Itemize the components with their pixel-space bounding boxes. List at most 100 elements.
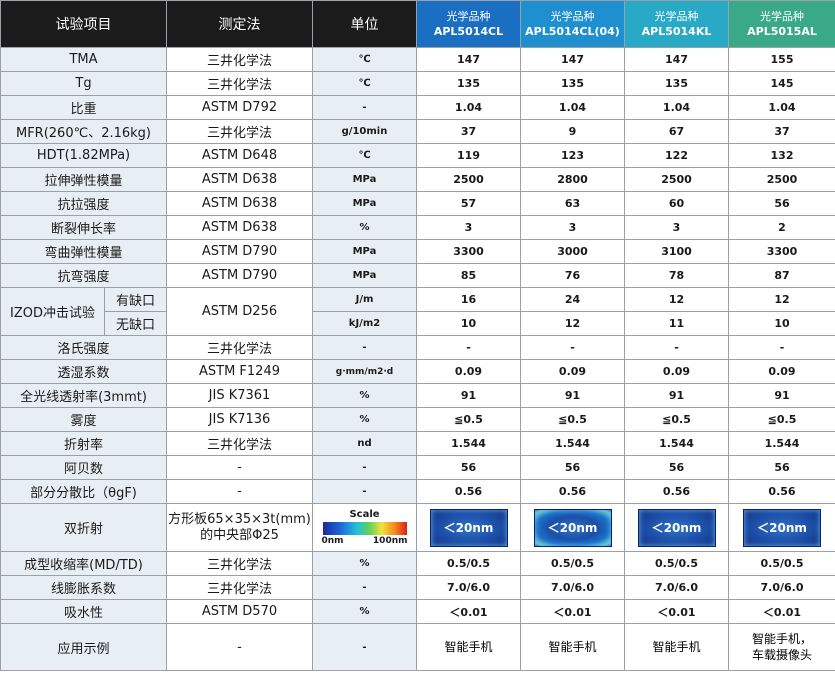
table-row: MFR(260℃、2.16kg) 三井化学法 g/10min 37 9 67 37: [0, 119, 835, 144]
row-unit: kJ/m2: [312, 311, 417, 336]
row-value: 37: [728, 119, 835, 144]
row-value: 1.04: [416, 95, 521, 120]
row-value: ＜0.01: [416, 599, 521, 624]
table-row: 线膨胀系数 三井化学法 -7.0/6.0 7.0/6.0 7.0/6.0 7.0/6.0: [0, 575, 835, 600]
row-value: 3300: [416, 239, 521, 264]
row-value: 147: [624, 47, 729, 72]
row-item: 拉伸弹性模量: [0, 167, 167, 192]
row-value: 76: [520, 263, 625, 288]
row-value: 60: [624, 191, 729, 216]
table-row: 成型收缩率(MD/TD) 三井化学法% 0.5/0.5 0.5/0.5 0.5/0.5 0…: [0, 551, 835, 576]
row-value: 智能手机， 车载摄像头: [728, 623, 835, 671]
row-unit: %: [312, 407, 417, 432]
row-value: 7.0/6.0: [416, 575, 521, 600]
row-item: MFR(260℃、2.16kg): [0, 119, 167, 144]
row-value: 135: [624, 71, 729, 96]
row-method: -: [166, 455, 313, 480]
izod-sub-unnotched: 无缺口: [104, 311, 167, 336]
row-method: ASTM D648: [166, 143, 313, 168]
row-value: 155: [728, 47, 835, 72]
row-unit: MPa: [312, 239, 417, 264]
row-unit: MPa: [312, 167, 417, 192]
row-value: ≦0.5: [624, 407, 729, 432]
header-grade-1: 光学品种 APL5014CL: [416, 0, 521, 48]
row-value: ＜0.01: [624, 599, 729, 624]
header-grade-3: 光学品种 APL5014KL: [624, 0, 729, 48]
row-value: 2500: [728, 167, 835, 192]
row-unit: g·mm/m2·d: [312, 359, 417, 384]
izod-item: IZOD冲击试验: [0, 287, 105, 336]
table-row: 雾度 JIS K7136% ≦0.5 ≦0.5 ≦0.5 ≦0.5: [0, 407, 835, 432]
row-value: 0.5/0.5: [520, 551, 625, 576]
row-value: 10: [416, 311, 521, 336]
row-value: 0.5/0.5: [416, 551, 521, 576]
row-item: 透湿系数: [0, 359, 167, 384]
row-value: ＜0.01: [728, 599, 835, 624]
row-value: 91: [624, 383, 729, 408]
row-value: 1.04: [520, 95, 625, 120]
row-method: 三井化学法: [166, 431, 313, 456]
table-row: 拉伸弹性模量 ASTM D638 MPa 2500 2800 2500 2500: [0, 167, 835, 192]
row-value: 122: [624, 143, 729, 168]
table-row: 阿贝数 - -56 56 56 56: [0, 455, 835, 480]
row-item: 成型收缩率(MD/TD): [0, 551, 167, 576]
table-row: HDT(1.82MPa) ASTM D648 ℃ 119 123 122 132: [0, 143, 835, 168]
row-unit: ℃: [312, 71, 417, 96]
scale-gradient-bar: [322, 522, 407, 535]
row-value: 56: [624, 455, 729, 480]
row-method: -: [166, 623, 313, 671]
row-method: 三井化学法: [166, 551, 313, 576]
row-value: 56: [416, 455, 521, 480]
row-value: -: [520, 335, 625, 360]
row-value: 145: [728, 71, 835, 96]
row-item: 断裂伸长率: [0, 215, 167, 240]
row-value: 91: [728, 383, 835, 408]
row-item: 弯曲弹性模量: [0, 239, 167, 264]
row-unit: -: [312, 575, 417, 600]
row-item: 部分分散比（θgF): [0, 479, 167, 504]
header-grade-4: 光学品种 APL5015AL: [728, 0, 835, 48]
row-value: 132: [728, 143, 835, 168]
row-value: ≦0.5: [728, 407, 835, 432]
row-method: ASTM D570: [166, 599, 313, 624]
table-row-application: 应用示例 - - 智能手机 智能手机 智能手机 智能手机， 车载摄像头: [0, 623, 835, 671]
row-method: ASTM D790: [166, 239, 313, 264]
row-method: ASTM D638: [166, 167, 313, 192]
row-value: 7.0/6.0: [728, 575, 835, 600]
row-item: 比重: [0, 95, 167, 120]
row-value: 2800: [520, 167, 625, 192]
row-value: 1.544: [728, 431, 835, 456]
row-value: ≦0.5: [416, 407, 521, 432]
row-value: 24: [520, 287, 625, 312]
row-value: 3300: [728, 239, 835, 264]
birefringence-map: ＜20nm: [728, 503, 835, 552]
header-unit: 单位: [312, 0, 417, 48]
row-value: 56: [520, 455, 625, 480]
row-method: 方形板65×35×3t(mm) 的中央部Φ25: [166, 503, 313, 552]
row-value: 91: [416, 383, 521, 408]
table-row: Tg 三井化学法 ℃ 135 135 135 145: [0, 71, 835, 96]
row-value: 7.0/6.0: [624, 575, 729, 600]
row-value: 0.09: [728, 359, 835, 384]
row-value: 0.09: [416, 359, 521, 384]
table-row: 透湿系数 ASTM F1249 g·mm/m2·d 0.09 0.09 0.09 0.09: [0, 359, 835, 384]
row-value: 智能手机: [624, 623, 729, 671]
row-unit: nd: [312, 431, 417, 456]
table-row-izod-unnotched: 无缺口 kJ/m2 10 12 11 10: [1, 311, 835, 336]
row-value: 7.0/6.0: [520, 575, 625, 600]
scale-min: 0nm: [321, 536, 344, 546]
row-method: JIS K7361: [166, 383, 313, 408]
row-method: 三井化学法: [166, 71, 313, 96]
row-value: 37: [416, 119, 521, 144]
row-item: TMA: [0, 47, 167, 72]
row-unit: MPa: [312, 191, 417, 216]
izod-sub-notched: 有缺口: [104, 287, 167, 312]
row-value: 3: [416, 215, 521, 240]
row-value: 85: [416, 263, 521, 288]
row-item: 吸水性: [0, 599, 167, 624]
row-value: 0.56: [520, 479, 625, 504]
row-value: 3: [520, 215, 625, 240]
row-value: 11: [624, 311, 729, 336]
row-unit: g/10min: [312, 119, 417, 144]
